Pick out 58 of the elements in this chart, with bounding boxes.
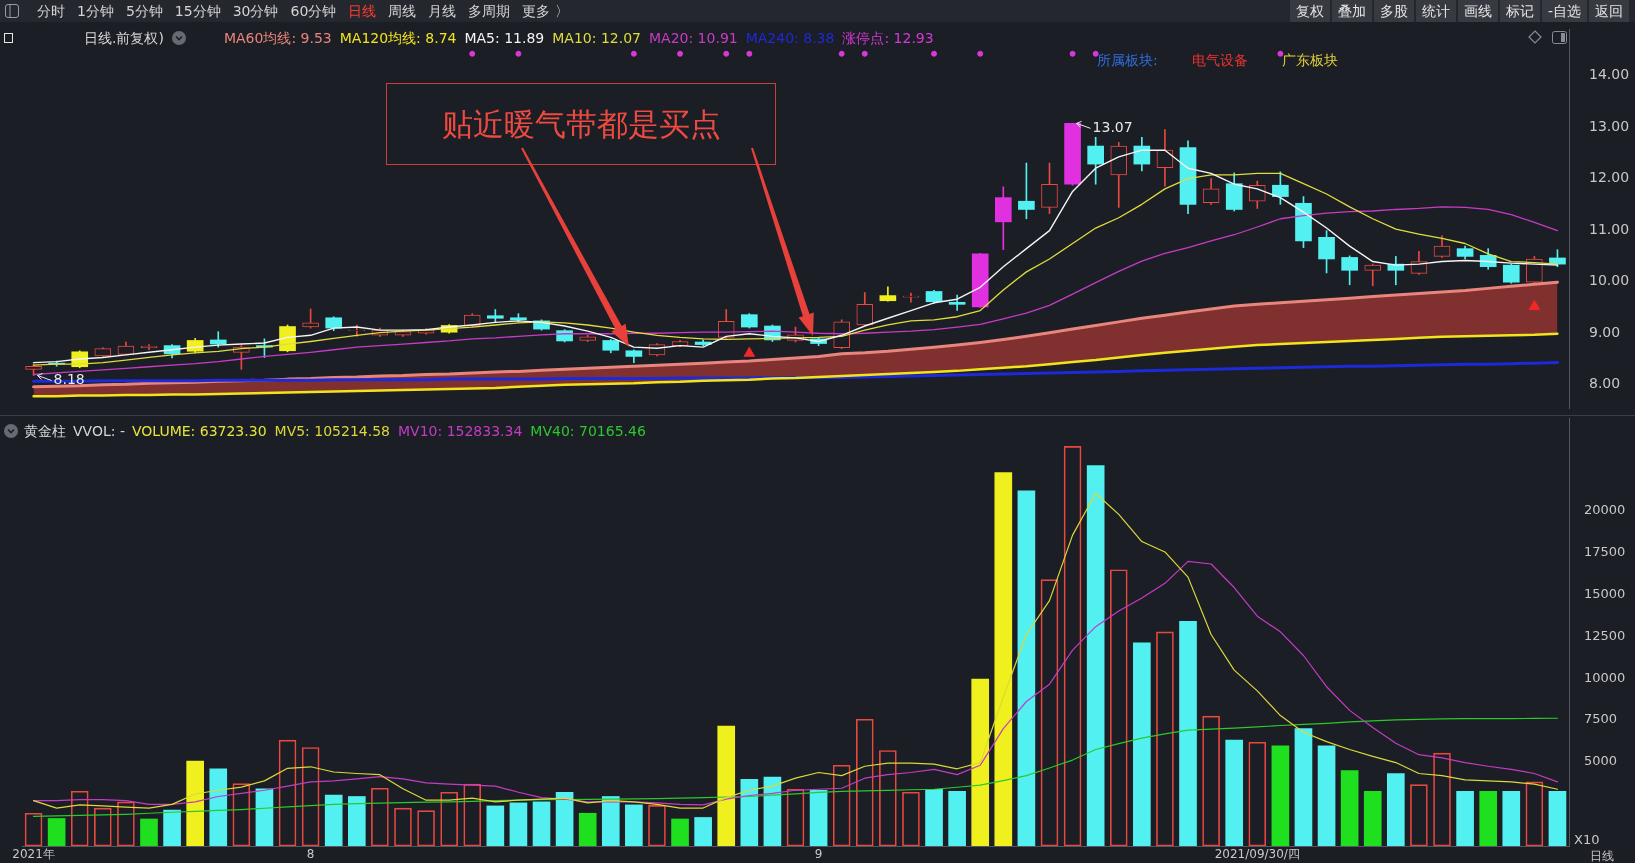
- text: MA60均线: 9.53: [223, 30, 332, 46]
- text: 1分钟: [77, 3, 114, 19]
- text: 分时: [37, 3, 65, 19]
- y-tick-label: 5000: [1584, 753, 1618, 769]
- text: 标记: [1499, 0, 1540, 22]
- y-tick-label: 13.00: [1589, 117, 1630, 134]
- text: 60分钟: [290, 3, 337, 19]
- text: MV10: 152833.34: [398, 423, 523, 439]
- text: MA10: 12.07: [552, 30, 641, 46]
- annotation: 所属板块:: [1097, 52, 1158, 68]
- y-tick-label: 11.00: [1589, 220, 1630, 237]
- text: 返回: [1589, 0, 1629, 22]
- y-tick-label: 17500: [1584, 543, 1626, 559]
- text: MV40: 70165.46: [530, 423, 646, 439]
- x-tick-label: 8: [306, 847, 315, 862]
- y-tick-label: 12.00: [1589, 169, 1630, 186]
- annotation: VOLUME: 63723.30: [131, 423, 267, 439]
- x-tick-label: 2021年: [12, 847, 55, 862]
- text: -自选: [1541, 0, 1587, 22]
- text: 叠加: [1331, 0, 1372, 22]
- y-tick-label: 14.00: [1589, 66, 1630, 83]
- chart-title: 日线.前复权): [84, 30, 164, 46]
- text: 复权: [1289, 0, 1330, 22]
- text: 月线: [428, 3, 457, 19]
- y-tick-label: 7500: [1584, 711, 1618, 727]
- annotation: 广东板块: [1281, 52, 1338, 68]
- text: MA240: 8.38: [745, 30, 835, 46]
- x-tick-label: 9: [814, 847, 823, 862]
- text: 更多 〉: [522, 3, 569, 19]
- text: 画线: [1457, 0, 1498, 22]
- y-tick-label: 15000: [1584, 585, 1626, 601]
- y-tick-label: 12500: [1584, 627, 1626, 643]
- y-tick-label: 20000: [1584, 501, 1626, 517]
- y-tick-label: 10000: [1584, 669, 1626, 685]
- text: 30分钟: [232, 3, 279, 19]
- y-tick-label: 8.00: [1589, 375, 1621, 392]
- text: 多周期: [468, 3, 511, 19]
- text: 5分钟: [125, 3, 163, 19]
- text: 日线: [348, 3, 377, 19]
- text: 日线: [1590, 849, 1614, 863]
- annotation: 贴近暖气带都是买点: [386, 83, 776, 165]
- y-tick-label: 9.00: [1589, 323, 1621, 340]
- y-tick-label: 10.00: [1589, 272, 1630, 289]
- y-axis-title: X10: [1574, 832, 1600, 848]
- text: MA5: 11.89: [464, 30, 545, 46]
- text: 多股: [1373, 0, 1414, 22]
- text: 统计: [1415, 0, 1456, 22]
- text: 周线: [388, 3, 417, 19]
- annotation: 电气设备: [1191, 52, 1248, 68]
- text: 涨停点: 12.93: [842, 30, 934, 46]
- x-tick-label: 2021/09/30/四: [1214, 847, 1300, 862]
- text: 13.07: [1092, 119, 1133, 135]
- text: MA120均线: 8.74: [339, 30, 457, 46]
- text: MV5: 105214.58: [274, 423, 390, 439]
- text: 黄金柱: [24, 423, 66, 439]
- text: VVOL: -: [73, 423, 125, 439]
- text: MA20: 10.91: [648, 30, 738, 46]
- text: 15分钟: [174, 3, 221, 19]
